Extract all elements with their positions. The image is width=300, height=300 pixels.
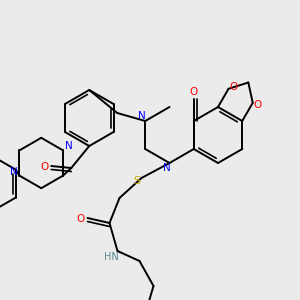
Text: S: S (133, 176, 140, 186)
Text: O: O (254, 100, 262, 110)
Text: O: O (190, 87, 198, 97)
Text: O: O (76, 214, 85, 224)
Text: N: N (138, 111, 146, 121)
Text: O: O (230, 82, 238, 92)
Text: N: N (10, 167, 17, 177)
Text: O: O (40, 162, 48, 172)
Text: N: N (163, 163, 170, 173)
Text: HN: HN (104, 252, 119, 262)
Text: N: N (65, 141, 73, 152)
